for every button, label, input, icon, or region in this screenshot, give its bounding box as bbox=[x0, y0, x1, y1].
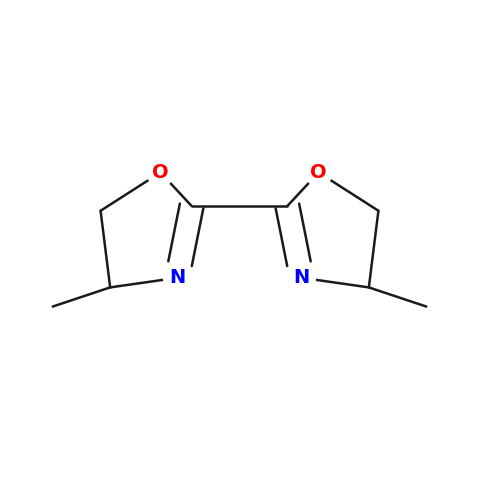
Circle shape bbox=[163, 264, 191, 291]
Text: O: O bbox=[152, 163, 169, 182]
Text: N: N bbox=[169, 268, 185, 287]
Text: N: N bbox=[294, 268, 310, 287]
Circle shape bbox=[305, 159, 332, 186]
Circle shape bbox=[288, 264, 315, 291]
Text: O: O bbox=[310, 163, 327, 182]
Circle shape bbox=[147, 159, 174, 186]
